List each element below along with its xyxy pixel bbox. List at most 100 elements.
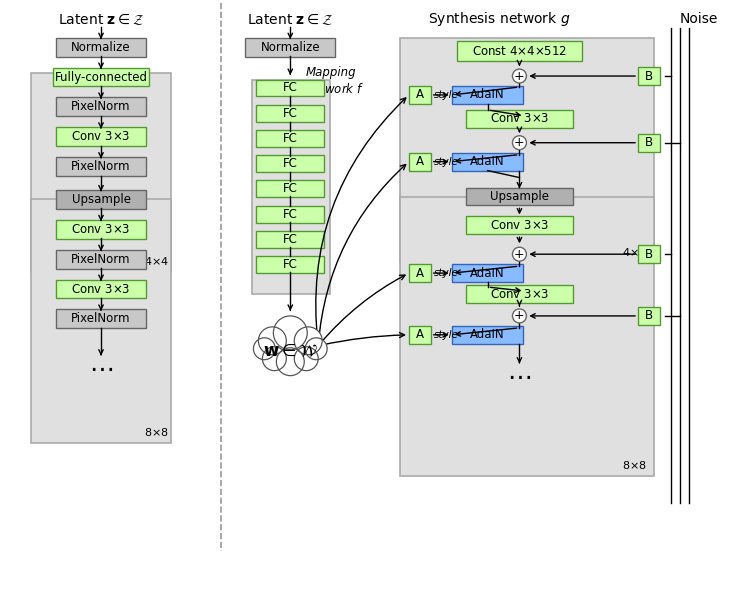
Text: Conv 3$\times$3: Conv 3$\times$3 [490, 112, 549, 126]
Text: Synthesis network $g$: Synthesis network $g$ [428, 10, 571, 28]
Text: A: A [416, 155, 424, 168]
FancyBboxPatch shape [56, 279, 146, 298]
Text: B: B [645, 69, 653, 82]
FancyBboxPatch shape [451, 86, 523, 104]
Text: +: + [514, 136, 525, 149]
Text: Latent $\mathbf{z} \in \mathcal{Z}$: Latent $\mathbf{z} \in \mathcal{Z}$ [58, 12, 144, 27]
Text: FC: FC [283, 208, 297, 221]
Circle shape [263, 347, 286, 371]
FancyBboxPatch shape [457, 41, 582, 61]
Text: Conv 3$\times$3: Conv 3$\times$3 [490, 288, 549, 301]
Text: style: style [434, 268, 459, 278]
Text: PixelNorm: PixelNorm [71, 313, 131, 326]
FancyBboxPatch shape [53, 67, 149, 86]
Text: style: style [434, 330, 459, 340]
Text: AdaIN: AdaIN [470, 155, 505, 168]
FancyBboxPatch shape [465, 188, 574, 205]
FancyBboxPatch shape [638, 245, 660, 263]
Text: Const $4{\times}4{\times}512$: Const $4{\times}4{\times}512$ [472, 44, 567, 57]
FancyBboxPatch shape [257, 256, 324, 272]
Text: $4{\times}4$: $4{\times}4$ [144, 255, 169, 267]
Text: Upsample: Upsample [72, 193, 130, 206]
Text: Conv 3$\times$3: Conv 3$\times$3 [71, 130, 131, 143]
FancyBboxPatch shape [638, 67, 660, 85]
FancyBboxPatch shape [56, 38, 146, 57]
FancyBboxPatch shape [451, 326, 523, 344]
Circle shape [253, 338, 275, 360]
FancyBboxPatch shape [451, 153, 523, 170]
FancyBboxPatch shape [409, 326, 431, 344]
Circle shape [513, 309, 526, 323]
FancyBboxPatch shape [257, 79, 324, 96]
Circle shape [513, 136, 526, 150]
Text: Normalize: Normalize [71, 41, 131, 54]
FancyBboxPatch shape [56, 127, 146, 146]
FancyBboxPatch shape [56, 98, 146, 117]
FancyBboxPatch shape [465, 110, 574, 128]
Text: +: + [514, 69, 525, 82]
Text: Normalize: Normalize [260, 41, 320, 54]
Text: FC: FC [283, 258, 297, 271]
FancyBboxPatch shape [31, 73, 171, 272]
FancyBboxPatch shape [465, 216, 574, 234]
Text: Noise: Noise [679, 12, 718, 26]
FancyBboxPatch shape [257, 231, 324, 247]
FancyBboxPatch shape [246, 38, 335, 57]
Circle shape [276, 348, 304, 376]
Text: Latent $\mathbf{z} \in \mathcal{Z}$: Latent $\mathbf{z} \in \mathcal{Z}$ [247, 12, 334, 27]
Text: FC: FC [283, 233, 297, 246]
FancyBboxPatch shape [56, 250, 146, 269]
Text: +: + [514, 247, 525, 260]
FancyBboxPatch shape [638, 134, 660, 152]
Circle shape [305, 338, 327, 360]
Text: Conv 3$\times$3: Conv 3$\times$3 [490, 219, 549, 232]
Text: Upsample: Upsample [490, 190, 549, 203]
Circle shape [258, 327, 286, 355]
FancyBboxPatch shape [465, 285, 574, 303]
FancyBboxPatch shape [409, 264, 431, 282]
Text: style: style [434, 90, 459, 100]
Text: Conv 3$\times$3: Conv 3$\times$3 [71, 223, 131, 236]
Text: A: A [416, 329, 424, 342]
Text: Mapping
network $f$: Mapping network $f$ [305, 66, 364, 96]
Text: $4{\times}4$: $4{\times}4$ [622, 246, 647, 258]
FancyBboxPatch shape [409, 153, 431, 170]
Text: AdaIN: AdaIN [470, 88, 505, 101]
FancyBboxPatch shape [252, 80, 330, 294]
FancyBboxPatch shape [56, 220, 146, 239]
Text: $\mathbf{w} \in \mathcal{W}$: $\mathbf{w} \in \mathcal{W}$ [263, 342, 317, 360]
FancyBboxPatch shape [409, 86, 431, 104]
Text: PixelNorm: PixelNorm [71, 253, 131, 266]
FancyBboxPatch shape [400, 38, 654, 262]
FancyBboxPatch shape [451, 264, 523, 282]
Text: FC: FC [283, 157, 297, 170]
FancyBboxPatch shape [257, 130, 324, 147]
FancyBboxPatch shape [31, 200, 171, 443]
Text: PixelNorm: PixelNorm [71, 101, 131, 114]
FancyBboxPatch shape [56, 157, 146, 176]
FancyBboxPatch shape [257, 180, 324, 197]
Text: B: B [645, 247, 653, 260]
Text: +: + [514, 310, 525, 323]
Text: PixelNorm: PixelNorm [71, 160, 131, 173]
Circle shape [513, 69, 526, 83]
Text: FC: FC [283, 82, 297, 95]
Text: AdaIN: AdaIN [470, 329, 505, 342]
Text: A: A [416, 266, 424, 279]
FancyBboxPatch shape [400, 198, 654, 476]
Text: Conv 3$\times$3: Conv 3$\times$3 [71, 282, 131, 295]
FancyBboxPatch shape [56, 190, 146, 209]
Text: FC: FC [283, 182, 297, 195]
Text: $\cdots$: $\cdots$ [508, 363, 531, 388]
FancyBboxPatch shape [56, 310, 146, 329]
Text: $\cdots$: $\cdots$ [89, 356, 113, 379]
Circle shape [273, 316, 307, 350]
Text: $8{\times}8$: $8{\times}8$ [622, 459, 647, 471]
FancyBboxPatch shape [257, 155, 324, 172]
Text: Fully-connected: Fully-connected [55, 70, 147, 83]
FancyBboxPatch shape [257, 206, 324, 223]
Text: FC: FC [283, 132, 297, 145]
Text: AdaIN: AdaIN [470, 266, 505, 279]
Circle shape [295, 327, 322, 355]
Circle shape [513, 247, 526, 261]
